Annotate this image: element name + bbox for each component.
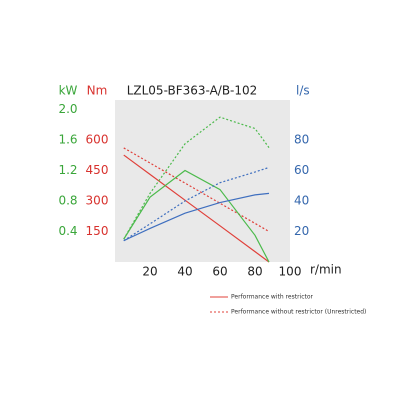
x-tick-label: 80 [247,265,262,279]
y-tick-label: 300 [86,194,109,208]
y-axis-label: kW [59,84,78,98]
y-tick-label: 0.8 [58,194,77,208]
y-tick-label: 1.6 [58,133,77,147]
y-tick-label: 600 [86,133,109,147]
y-tick-label: 1.2 [58,163,77,177]
legend-label: Performance without restrictor (Unrestri… [231,309,366,316]
y-axis-label: Nm [87,84,108,98]
series-line [123,169,270,263]
y-tick-label: 150 [86,224,109,238]
y-tick-label: 60 [294,163,309,177]
y-axis-label: l/s [296,84,310,98]
x-tick-label: 40 [177,265,192,279]
y-tick-label: 20 [294,224,309,238]
x-tick-label: 60 [212,265,227,279]
x-axis-label: r/min [310,263,342,277]
chart-title: LZL05-BF363-A/B-102 [127,84,258,98]
y-tick-label: 2.0 [58,102,77,116]
x-tick-label: 100 [279,265,302,279]
y-tick-label: 0.4 [58,224,77,238]
y-tick-label: 40 [294,194,309,208]
series-line [123,154,270,263]
x-tick-label: 20 [142,265,157,279]
y-tick-label: 450 [86,163,109,177]
series-line [123,147,270,233]
legend-label: Performance with restrictor [231,294,314,301]
plot-area [115,100,290,262]
series-line [123,166,270,242]
series-line [123,192,270,242]
y-tick-label: 80 [294,133,309,147]
